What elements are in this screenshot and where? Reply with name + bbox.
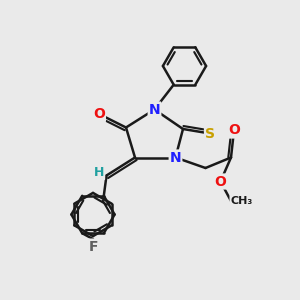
Text: H: H bbox=[94, 166, 104, 179]
Text: N: N bbox=[170, 151, 181, 164]
Text: F: F bbox=[88, 240, 98, 254]
Text: N: N bbox=[149, 103, 160, 116]
Text: CH₃: CH₃ bbox=[230, 196, 253, 206]
Text: S: S bbox=[205, 127, 215, 140]
Text: O: O bbox=[93, 107, 105, 121]
Text: O: O bbox=[214, 175, 226, 188]
Text: O: O bbox=[228, 124, 240, 137]
